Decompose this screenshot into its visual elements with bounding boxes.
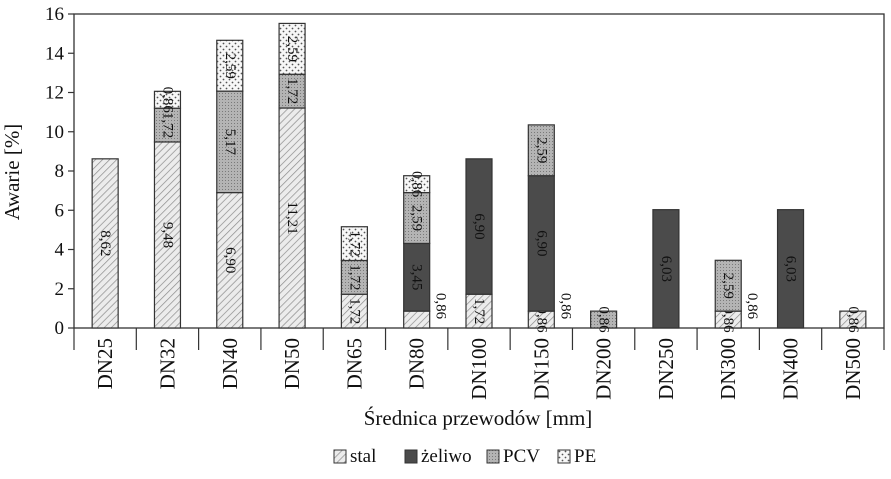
bar-segment-PCV: [403, 191, 431, 245]
x-tick-label: DN25: [93, 338, 117, 389]
data-label: 0,86: [720, 306, 736, 333]
y-tick-label: 10: [45, 122, 64, 143]
bar-segment-stal: [278, 107, 306, 329]
bar-segment-PCV: [527, 124, 555, 177]
bar-segment-PE: [278, 22, 306, 75]
bar-segment-PE: [403, 175, 431, 194]
bar-segment-stal: [91, 158, 119, 329]
x-tick-label: DN80: [405, 338, 429, 389]
legend-swatch-żeliwo: [404, 449, 418, 464]
x-tick-label: DN32: [155, 338, 179, 389]
x-axis-title: Średnica przewodów [mm]: [364, 406, 593, 430]
y-tick-label: 16: [45, 4, 64, 25]
y-tick-label: 14: [45, 43, 65, 64]
legend-swatch-PCV: [486, 449, 500, 464]
data-label: 0,86: [533, 306, 549, 333]
data-label: 1,72: [159, 112, 175, 138]
x-tick-label: DN40: [218, 338, 242, 389]
bar-segment-PE: [216, 39, 244, 92]
legend-label: PCV: [503, 446, 540, 467]
y-tick-label: 6: [55, 200, 65, 221]
bar-segment-żeliwo: [465, 158, 493, 295]
x-tick-label: DN500: [841, 338, 865, 400]
bar-segment-PE: [340, 226, 368, 262]
data-label: 6,90: [222, 247, 238, 273]
bar-segment-żeliwo: [652, 209, 680, 329]
x-tick-label: DN65: [342, 338, 366, 389]
data-label: 1,72: [346, 298, 362, 324]
y-axis-title: Awarie [%]: [0, 124, 24, 221]
data-label: 11,21: [284, 201, 300, 234]
bar-segment-żeliwo: [776, 209, 805, 329]
y-tick-label: 2: [55, 279, 65, 300]
legend-swatch-stal: [333, 449, 347, 464]
x-axis: DN25 DN32 DN40 DN50 DN65 DN80 DN100 DN150 DN200 D…: [73, 328, 885, 400]
x-tick-label: DN150: [529, 338, 553, 400]
y-tick-label: 8: [55, 161, 65, 182]
legend-label: PE: [574, 446, 596, 467]
data-label: 0,86: [596, 306, 612, 333]
bar-segment-PE: [153, 90, 182, 109]
data-label-outside: 0,86: [557, 293, 573, 320]
y-tick-label: 12: [45, 83, 64, 104]
data-label: 2,59: [222, 53, 238, 79]
data-label: 2,59: [409, 205, 425, 231]
x-tick-label: DN200: [592, 338, 616, 400]
legend-label: żeliwo: [421, 446, 472, 467]
data-label: 6,90: [533, 230, 549, 256]
data-label: 0,86: [409, 171, 425, 198]
legend-swatch-PE: [557, 449, 571, 464]
x-tick-label: DN250: [654, 338, 678, 400]
x-tick-label: DN50: [280, 338, 304, 389]
data-label: 2,59: [533, 137, 549, 163]
y-tick-label: 0: [55, 318, 65, 339]
data-label: 8,62: [97, 230, 113, 256]
legend: stal żeliwo PCV PE: [333, 446, 596, 467]
data-label: 3,45: [409, 264, 425, 290]
data-label: 6,90: [471, 213, 487, 239]
data-label: 1,72: [471, 298, 487, 324]
x-tick-label: DN300: [716, 338, 740, 400]
data-label: 1,72: [346, 264, 362, 290]
legend-label: stal: [350, 446, 376, 467]
bar-segment-PCV: [278, 73, 306, 109]
data-label: 9,48: [159, 222, 175, 248]
data-label: 5,17: [222, 129, 238, 156]
data-label: 1,72: [346, 230, 362, 256]
data-label: 6,03: [658, 256, 674, 282]
data-label-outside: 0,86: [433, 293, 449, 320]
data-label: 6,03: [783, 256, 799, 282]
bar-segment-żeliwo: [527, 175, 555, 312]
data-label: 2,59: [284, 36, 300, 62]
bar-series-group: 8,62 9,481,720,866,905,172,5911,211,722,5…: [91, 22, 867, 333]
data-label: 0,86: [159, 87, 175, 114]
bar-segment-stal: [153, 141, 182, 329]
bar-segment-stal: [839, 310, 867, 329]
x-tick-label: DN100: [467, 338, 491, 400]
data-label-outside: 0,86: [744, 293, 760, 320]
data-label: 1,72: [284, 78, 300, 104]
bar-segment-stal: [403, 310, 431, 329]
bar-segment-PCV: [340, 259, 368, 295]
bar-segment-PCV: [590, 310, 618, 329]
bar-segment-żeliwo: [403, 242, 431, 312]
data-label: 0,86: [845, 306, 861, 333]
bar-segment-PCV: [216, 90, 244, 194]
bar-segment-PCV: [714, 259, 742, 312]
x-tick-label: DN400: [779, 338, 803, 400]
y-axis: 0 2 4 6 8 10 12 14 16: [45, 4, 74, 339]
y-tick-label: 4: [55, 240, 65, 261]
bar-segment-stal: [465, 293, 493, 329]
data-label: 2,59: [720, 273, 736, 299]
